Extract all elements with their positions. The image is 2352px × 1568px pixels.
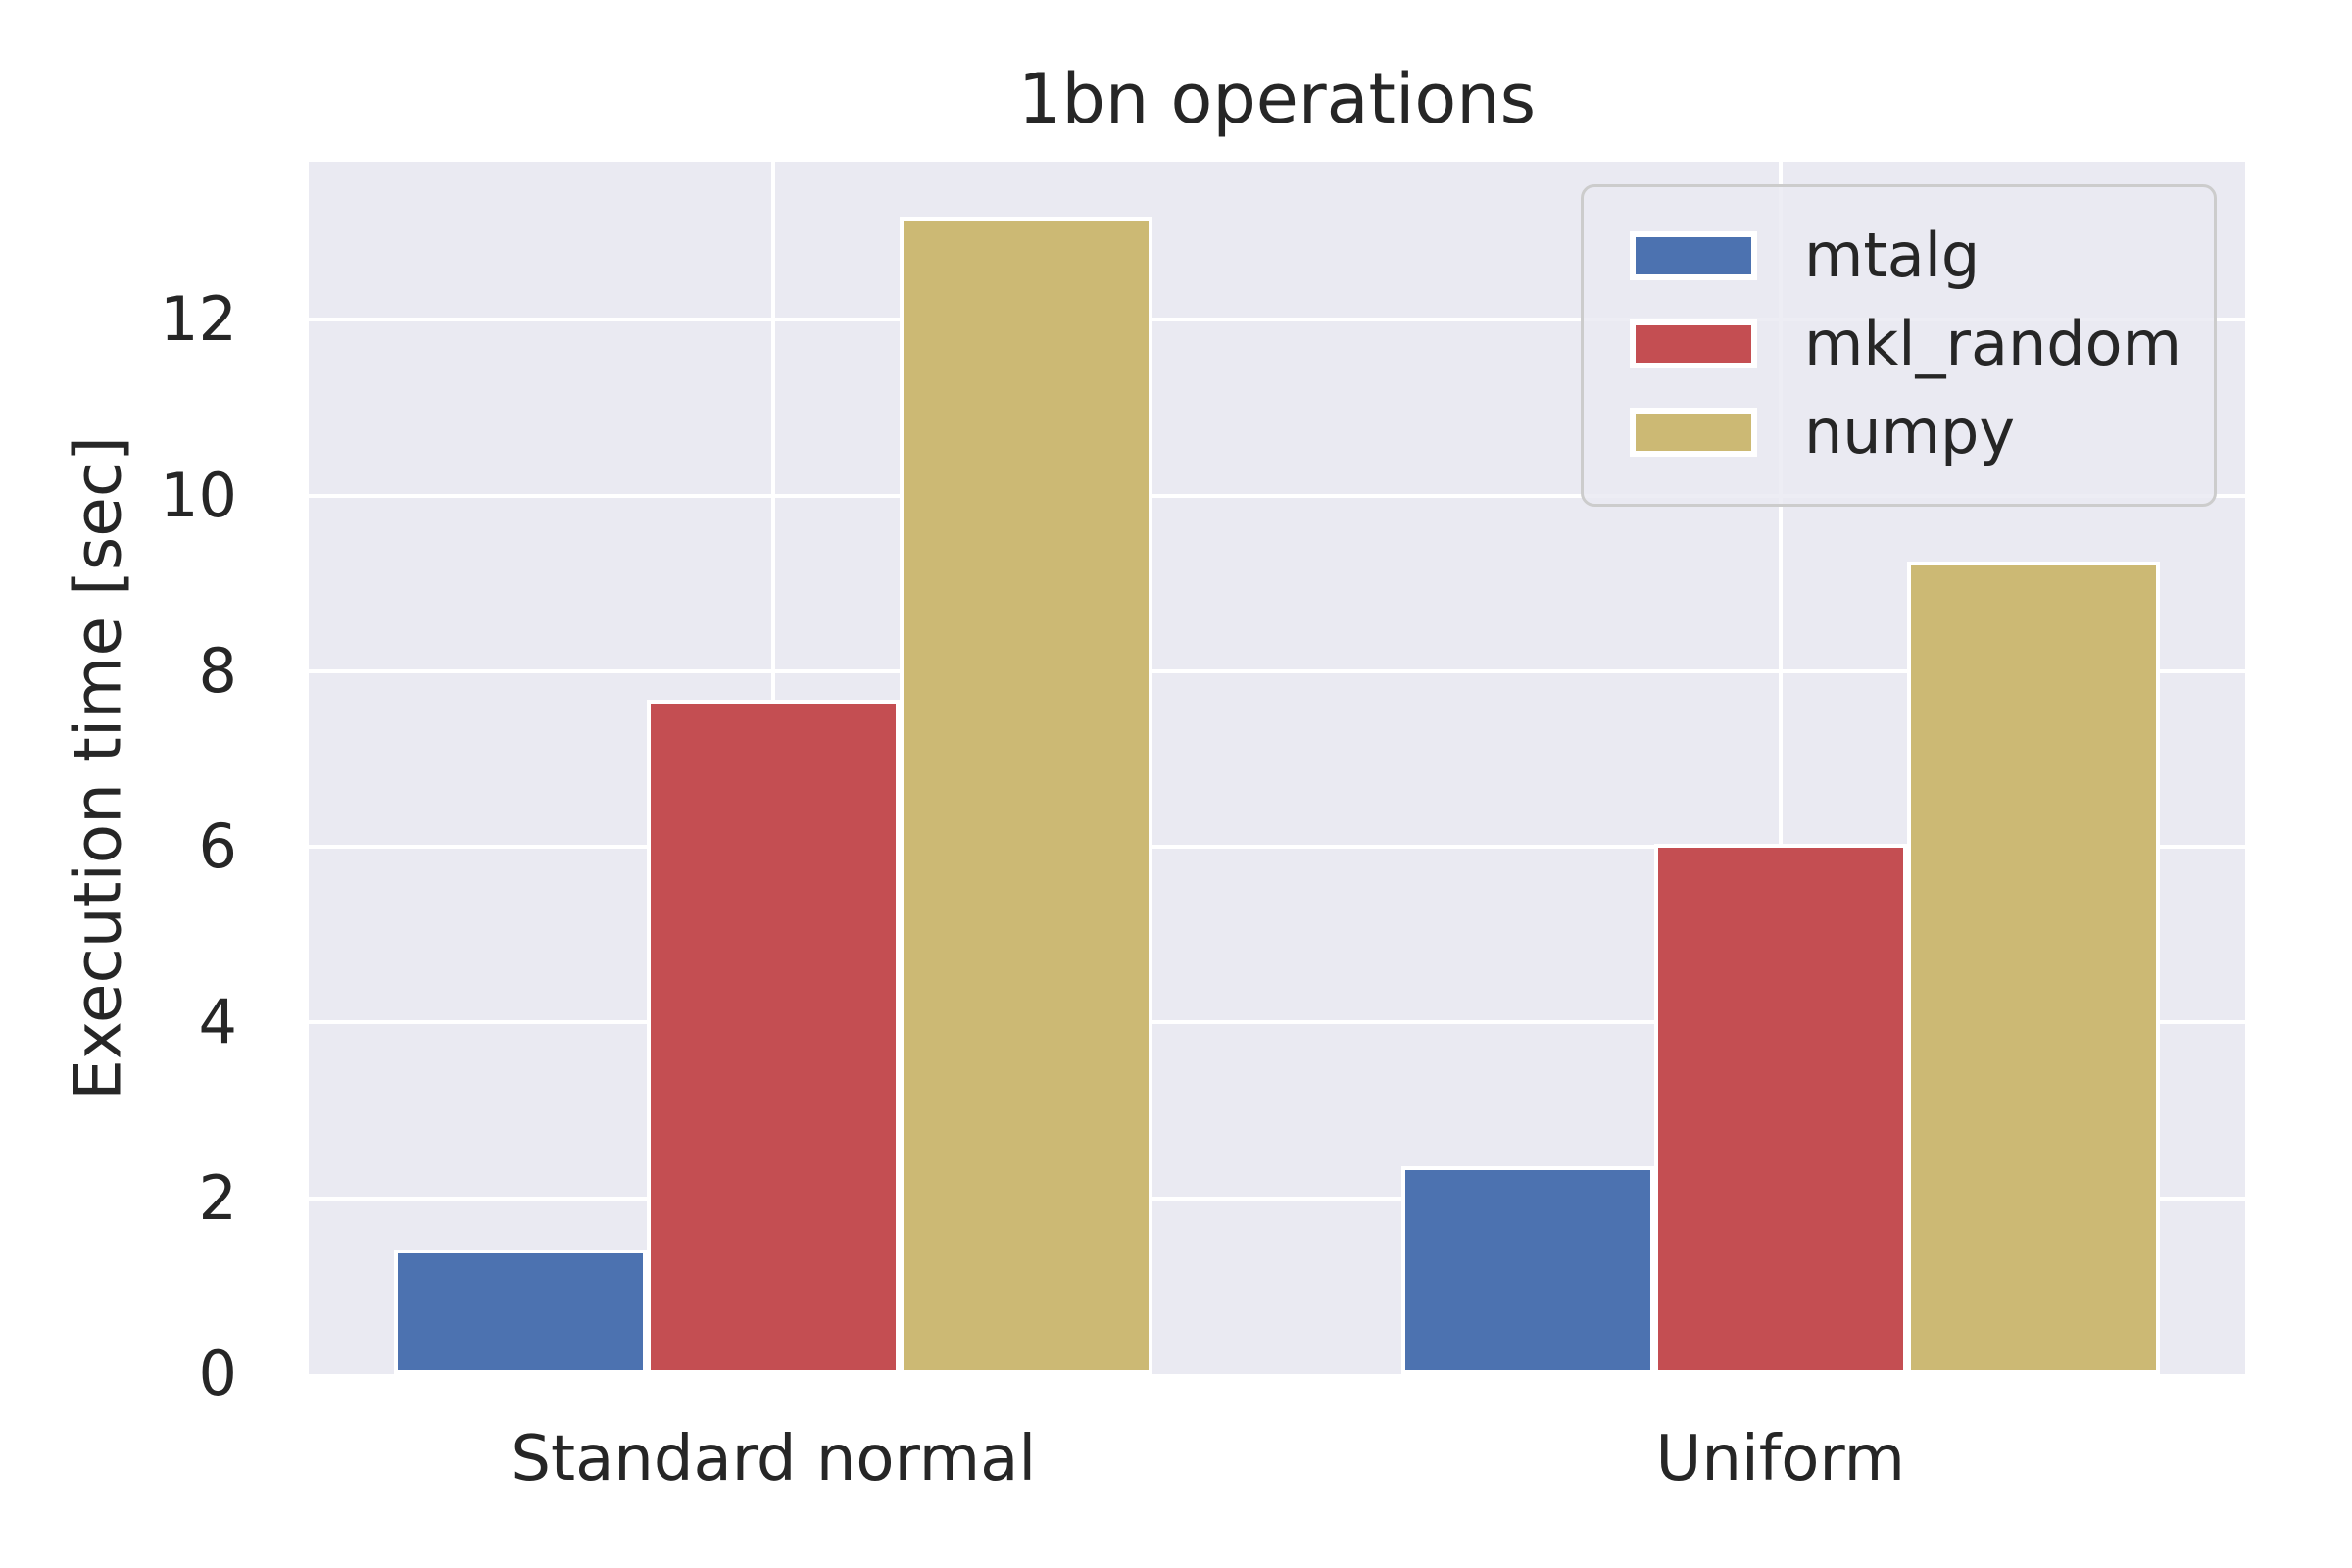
bar-numpy-uniform — [1906, 561, 2160, 1374]
gridline-y-2 — [309, 1196, 2245, 1200]
x-tick-label-uniform: Uniform — [1655, 1423, 1905, 1495]
y-tick-label-2: 2 — [198, 1161, 237, 1234]
legend-swatch-numpy — [1630, 408, 1757, 457]
gridline-x-1 — [1778, 162, 1783, 1374]
y-tick-label-4: 4 — [198, 986, 237, 1058]
bar-mtalg-standard-normal — [394, 1249, 648, 1374]
y-tick-label-8: 8 — [198, 634, 237, 707]
bar-mtalg-uniform — [1400, 1165, 1654, 1374]
bar-mkl_random-standard-normal — [647, 699, 901, 1374]
chart-title: 1bn operations — [1017, 59, 1537, 139]
legend-row-mtalg: mtalg — [1630, 225, 2214, 286]
gridline-y-4 — [309, 1020, 2245, 1025]
legend-row-numpy: numpy — [1630, 402, 2214, 463]
y-tick-label-10: 10 — [160, 459, 237, 531]
bar-mkl_random-uniform — [1653, 844, 1907, 1374]
legend-label-mtalg: mtalg — [1804, 220, 1981, 291]
legend-swatch-mtalg — [1630, 231, 1757, 280]
x-tick-label-standard-normal: Standard normal — [511, 1423, 1037, 1495]
y-tick-label-6: 6 — [198, 810, 237, 883]
legend-swatch-mkl_random — [1630, 319, 1757, 368]
gridline-y-6 — [309, 845, 2245, 850]
gridline-y-12 — [309, 318, 2245, 322]
legend-row-mkl_random: mkl_random — [1630, 314, 2214, 374]
legend-label-mkl_random: mkl_random — [1804, 308, 2181, 379]
gridline-y-10 — [309, 493, 2245, 498]
gridline-y-8 — [309, 668, 2245, 673]
legend-label-numpy: numpy — [1804, 396, 2016, 467]
y-tick-label-12: 12 — [160, 283, 237, 356]
y-tick-label-0: 0 — [198, 1338, 237, 1409]
bar-numpy-standard-normal — [900, 217, 1153, 1374]
